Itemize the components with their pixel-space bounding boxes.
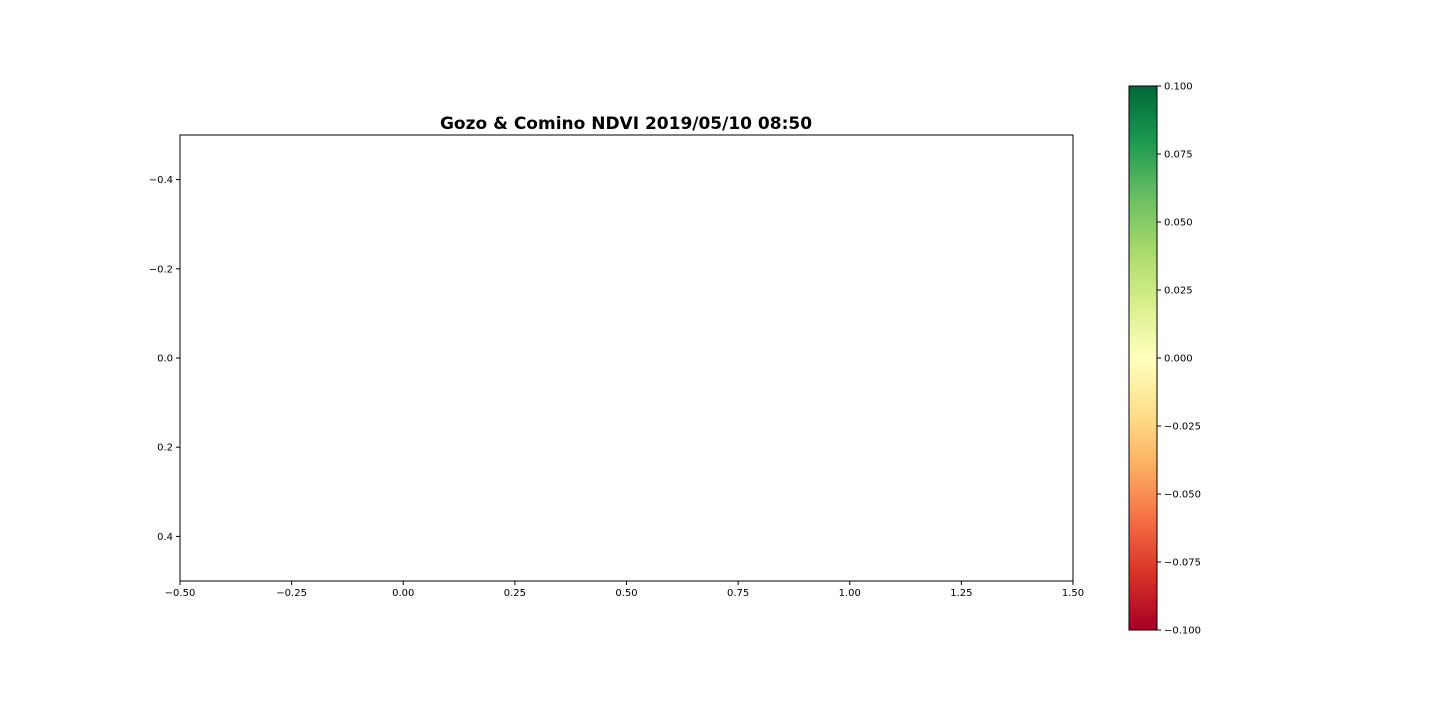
x-tick-label: 0.25 xyxy=(504,588,526,599)
x-tick-label: 0.00 xyxy=(392,588,414,599)
colorbar-tick-label: −0.075 xyxy=(1164,558,1201,569)
y-tick-label: 0.4 xyxy=(157,532,173,543)
x-tick-label: 0.50 xyxy=(615,588,637,599)
colorbar-tick-label: −0.050 xyxy=(1164,490,1201,501)
y-tick-label: −0.2 xyxy=(149,264,173,275)
colorbar-tick-label: 0.025 xyxy=(1164,286,1193,297)
x-tick-label: −0.50 xyxy=(165,588,196,599)
plot-area xyxy=(179,134,1074,582)
axes-frame xyxy=(179,134,1074,582)
x-axis: −0.50 −0.25 0.00 0.25 0.50 0.75 1.00 1.25 1.50 xyxy=(165,581,1084,599)
x-tick-label: 1.00 xyxy=(839,588,861,599)
x-tick-label: 0.75 xyxy=(727,588,749,599)
chart-title: Gozo & Comino NDVI 2019/05/10 08:50 xyxy=(440,114,812,134)
colorbar-gradient xyxy=(1128,85,1158,631)
colorbar-tick-label: 0.075 xyxy=(1164,150,1193,161)
colorbar-tick-label: −0.025 xyxy=(1164,422,1201,433)
x-tick-label: 1.50 xyxy=(1062,588,1084,599)
colorbar-axis: 0.100 0.075 0.050 0.025 0.000 −0.025 −0.050 −0.… xyxy=(1157,82,1201,637)
x-tick-label: −0.25 xyxy=(276,588,307,599)
colorbar-tick-label: 0.050 xyxy=(1164,218,1193,229)
y-tick-label: 0.0 xyxy=(157,354,173,365)
y-tick-label: −0.4 xyxy=(149,175,173,186)
x-tick-label: 1.25 xyxy=(950,588,972,599)
y-tick-label: 0.2 xyxy=(157,443,173,454)
colorbar-tick-label: 0.100 xyxy=(1164,82,1193,93)
colorbar xyxy=(1128,85,1158,631)
y-axis: −0.4 −0.2 0.0 0.2 0.4 xyxy=(149,175,180,543)
colorbar-tick-label: 0.000 xyxy=(1164,354,1193,365)
colorbar-tick-label: −0.100 xyxy=(1164,626,1201,637)
